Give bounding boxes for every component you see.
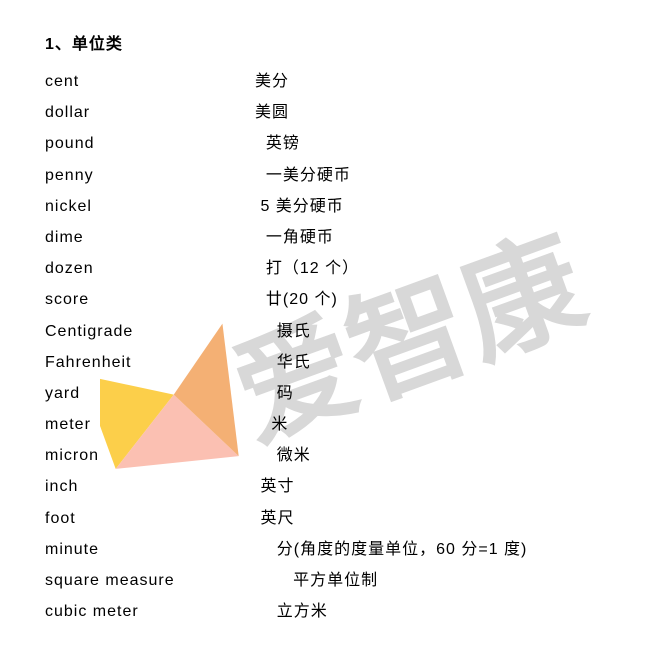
vocab-term: cubic meter: [45, 596, 255, 627]
vocab-definition: 华氏: [255, 347, 610, 378]
section-heading: 1、单位类: [45, 30, 610, 54]
vocab-term: foot: [45, 503, 255, 534]
vocab-definition: 一美分硬币: [255, 160, 610, 191]
vocab-definition: 一角硬币: [255, 222, 610, 253]
vocab-row: minute 分(角度的度量单位，60 分=1 度): [45, 534, 610, 565]
vocab-definition: 英镑: [255, 128, 610, 159]
vocab-term: score: [45, 284, 255, 315]
vocab-row: cent美分: [45, 66, 610, 97]
vocabulary-list: cent美分dollar美圆pound 英镑penny 一美分硬币nickel …: [45, 66, 610, 627]
vocab-term: micron: [45, 440, 255, 471]
vocab-term: yard: [45, 378, 255, 409]
vocab-definition: 码: [255, 378, 610, 409]
vocab-row: cubic meter 立方米: [45, 596, 610, 627]
vocab-term: dollar: [45, 97, 255, 128]
vocab-row: micron 微米: [45, 440, 610, 471]
vocab-definition: 5 美分硬币: [255, 191, 610, 222]
vocab-row: foot 英尺: [45, 503, 610, 534]
vocab-row: Fahrenheit 华氏: [45, 347, 610, 378]
vocab-definition: 英尺: [255, 503, 610, 534]
vocab-term: square measure: [45, 565, 255, 596]
vocab-term: Centigrade: [45, 316, 255, 347]
vocab-term: cent: [45, 66, 255, 97]
vocab-row: pound 英镑: [45, 128, 610, 159]
vocab-row: yard 码: [45, 378, 610, 409]
vocab-row: score 廿(20 个): [45, 284, 610, 315]
vocab-term: minute: [45, 534, 255, 565]
vocab-term: inch: [45, 471, 255, 502]
vocab-row: meter 米: [45, 409, 610, 440]
vocab-row: inch 英寸: [45, 471, 610, 502]
document-content: 1、单位类 cent美分dollar美圆pound 英镑penny 一美分硬币n…: [0, 0, 650, 657]
vocab-row: dollar美圆: [45, 97, 610, 128]
vocab-row: penny 一美分硬币: [45, 160, 610, 191]
vocab-term: dime: [45, 222, 255, 253]
vocab-definition: 美分: [255, 66, 610, 97]
vocab-term: Fahrenheit: [45, 347, 255, 378]
vocab-term: nickel: [45, 191, 255, 222]
vocab-definition: 微米: [255, 440, 610, 471]
vocab-term: meter: [45, 409, 255, 440]
vocab-definition: 立方米: [255, 596, 610, 627]
vocab-term: dozen: [45, 253, 255, 284]
vocab-definition: 美圆: [255, 97, 610, 128]
vocab-definition: 平方单位制: [255, 565, 610, 596]
vocab-definition: 分(角度的度量单位，60 分=1 度): [255, 534, 610, 565]
vocab-row: nickel 5 美分硬币: [45, 191, 610, 222]
vocab-term: penny: [45, 160, 255, 191]
vocab-definition: 米: [255, 409, 610, 440]
vocab-row: Centigrade 摄氏: [45, 316, 610, 347]
vocab-row: dime 一角硬币: [45, 222, 610, 253]
vocab-definition: 打（12 个）: [255, 253, 610, 284]
vocab-definition: 摄氏: [255, 316, 610, 347]
vocab-row: dozen 打（12 个）: [45, 253, 610, 284]
vocab-term: pound: [45, 128, 255, 159]
vocab-row: square measure 平方单位制: [45, 565, 610, 596]
vocab-definition: 廿(20 个): [255, 284, 610, 315]
vocab-definition: 英寸: [255, 471, 610, 502]
